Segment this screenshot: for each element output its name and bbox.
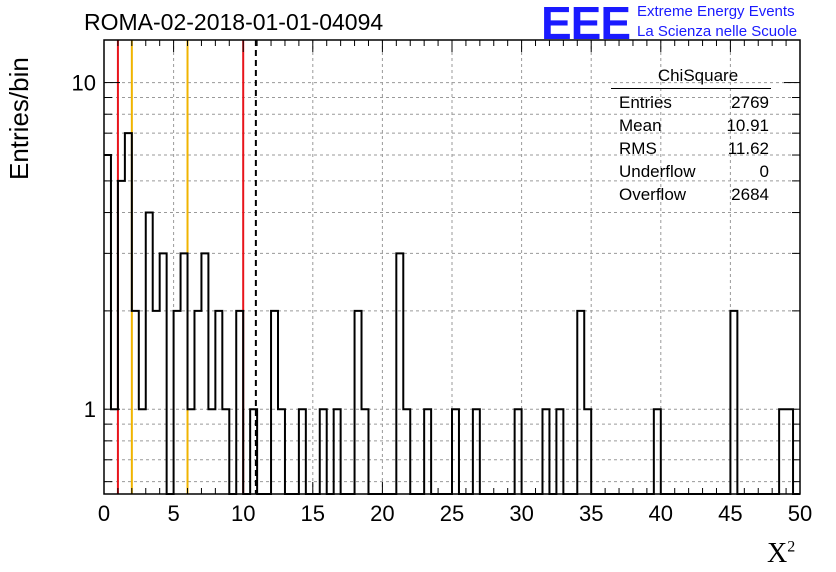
stats-label: Underflow: [619, 162, 696, 181]
chart-title: ROMA-02-2018-01-01-04094: [84, 9, 384, 35]
stats-label: Overflow: [619, 185, 687, 204]
x-tick-label: 20: [370, 501, 394, 526]
stats-value: 11.62: [727, 139, 769, 158]
y-tick-label: 1: [84, 397, 96, 422]
x-tick-label: 25: [440, 501, 464, 526]
x-tick-label: 50: [788, 501, 812, 526]
stats-row-mean: Mean 10.91: [611, 114, 771, 137]
stats-row-overflow: Overflow 2684: [611, 183, 771, 206]
x-tick-label: 15: [301, 501, 325, 526]
x-axis-label: X2: [767, 538, 795, 570]
stats-row-underflow: Underflow 0: [611, 160, 771, 183]
x-axis-label-base: X: [767, 538, 788, 569]
stats-rows: Entries 2769 Mean 10.91 RMS 11.62 Underflow 0 Ov…: [611, 91, 771, 206]
stats-value: 0: [759, 162, 769, 181]
y-tick-label: 10: [72, 71, 96, 96]
stats-box-title: ChiSquare: [611, 66, 771, 89]
x-tick-label: 10: [231, 501, 255, 526]
axes-layer: 0 5 10 15 20 25 30 35 40 45 50 1 10: [72, 39, 812, 526]
x-tick-label: 40: [649, 501, 673, 526]
stats-row-entries: Entries 2769: [611, 91, 771, 114]
x-tick-label: 45: [718, 501, 742, 526]
x-tick-label: 30: [509, 501, 533, 526]
histogram-layer: [104, 132, 800, 495]
stats-value: 10.91: [726, 116, 769, 135]
x-tick-label: 5: [167, 501, 179, 526]
logo-mark: EEE: [541, 0, 631, 49]
stats-label: Entries: [619, 93, 672, 112]
logo-line-2: La Scienza nelle Scuole: [637, 23, 798, 40]
histogram-outline: [104, 132, 800, 495]
stats-value: 2769: [731, 93, 769, 112]
x-axis-label-superscript: 2: [787, 538, 796, 556]
logo-line-1: Extreme Energy Events: [637, 3, 795, 20]
stats-label: RMS: [619, 139, 657, 158]
stats-label: Mean: [619, 116, 662, 135]
x-tick-label: 0: [98, 501, 110, 526]
stats-row-rms: RMS 11.62: [611, 137, 771, 160]
stats-box: ChiSquare Entries 2769 Mean 10.91 RMS 11.62 Un…: [611, 66, 771, 206]
x-tick-label: 35: [579, 501, 603, 526]
stats-value: 2684: [731, 185, 769, 204]
